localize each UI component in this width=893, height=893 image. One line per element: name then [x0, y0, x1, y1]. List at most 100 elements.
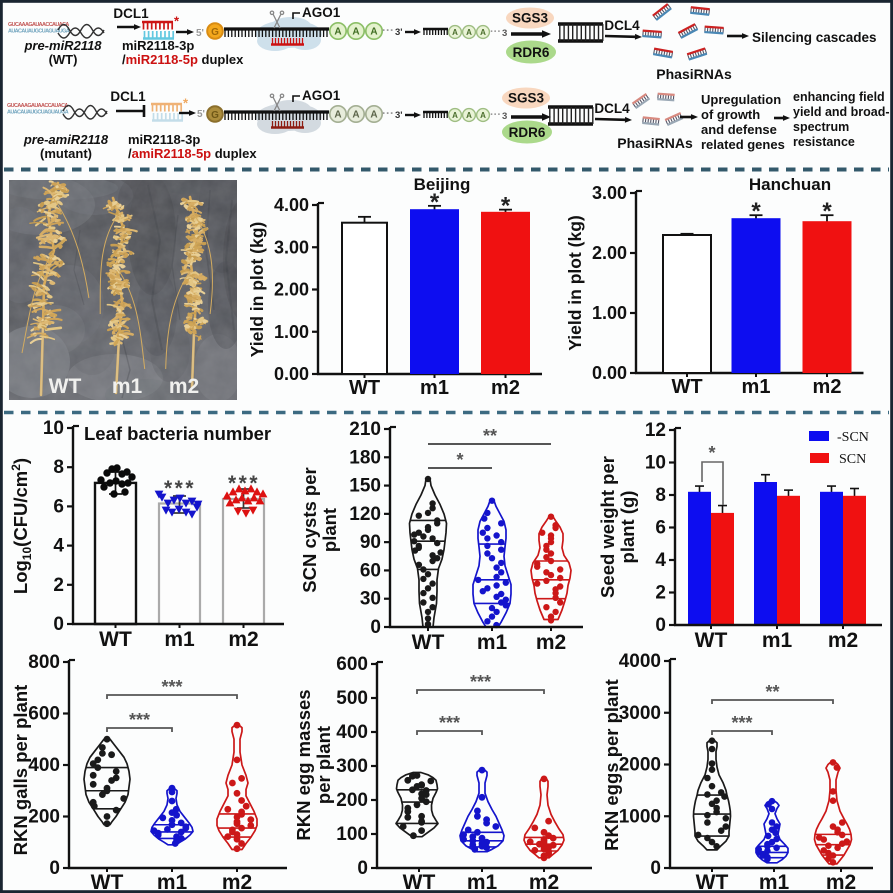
svg-text:*: *	[430, 189, 440, 216]
svg-text:spectrum: spectrum	[793, 120, 849, 134]
svg-text:Upregulation: Upregulation	[701, 92, 781, 107]
svg-text:Hanchuan: Hanchuan	[749, 175, 831, 194]
svg-text:Leaf bacteria number: Leaf bacteria number	[84, 423, 271, 444]
svg-text:3.00: 3.00	[592, 183, 627, 203]
svg-text:0: 0	[49, 858, 60, 879]
svg-text:4.00: 4.00	[274, 195, 309, 215]
svg-text:WT: WT	[695, 629, 728, 652]
svg-text:RKN egg masses: RKN egg masses	[293, 689, 314, 840]
svg-text:5': 5'	[197, 109, 205, 120]
svg-text:plant (g): plant (g)	[617, 491, 638, 564]
svg-text:0.00: 0.00	[274, 364, 309, 384]
svg-text:(WT): (WT)	[49, 52, 78, 67]
svg-text:4: 4	[655, 550, 666, 571]
svg-text:**: **	[483, 426, 497, 446]
svg-text:***: ***	[228, 472, 260, 495]
svg-text:DCL1: DCL1	[110, 89, 146, 104]
svg-text:*: *	[822, 198, 832, 225]
svg-text:AGO1: AGO1	[302, 5, 341, 20]
svg-text:WT: WT	[412, 631, 445, 654]
svg-text:*: *	[456, 450, 463, 470]
svg-text:60: 60	[360, 560, 381, 581]
svg-text:***: ***	[470, 672, 491, 692]
svg-text:AGO1: AGO1	[302, 88, 341, 103]
svg-text:4: 4	[53, 536, 64, 557]
svg-text:m2: m2	[828, 629, 858, 652]
svg-text:150: 150	[349, 476, 381, 497]
svg-text:RDR6: RDR6	[513, 45, 550, 60]
svg-text:WT: WT	[349, 377, 380, 399]
svg-text:and defense: and defense	[701, 122, 777, 137]
svg-text:Beijing: Beijing	[414, 175, 471, 194]
svg-text:2.00: 2.00	[592, 243, 627, 263]
svg-text:2: 2	[53, 575, 64, 596]
svg-text:400: 400	[28, 755, 60, 776]
svg-text:2: 2	[655, 583, 666, 604]
svg-text:···: ···	[490, 26, 501, 38]
svg-text:8: 8	[53, 457, 64, 478]
svg-text:miR2118-3p: miR2118-3p	[122, 38, 194, 53]
svg-text:SCN cysts per: SCN cysts per	[299, 467, 320, 592]
svg-text:A: A	[466, 28, 472, 37]
svg-text:A: A	[452, 28, 458, 37]
svg-text:pre-miR2118: pre-miR2118	[23, 38, 102, 53]
svg-text:800: 800	[28, 652, 60, 673]
svg-text:Seed weight per: Seed weight per	[597, 456, 618, 598]
svg-text:A: A	[352, 110, 359, 121]
svg-text:GUCAAAGAUAACCAUACA: GUCAAAGAUAACCAUACA	[7, 103, 68, 109]
svg-text:***: ***	[164, 477, 196, 500]
svg-text:RDR6: RDR6	[509, 125, 546, 140]
svg-text:m1: m1	[420, 377, 449, 399]
svg-text:A: A	[352, 27, 359, 38]
svg-text:resistance: resistance	[793, 135, 855, 149]
svg-text:*: *	[708, 443, 715, 463]
svg-text:pre-amiR2118: pre-amiR2118	[23, 132, 109, 147]
svg-text:m1: m1	[467, 871, 498, 893]
svg-text:DCL1: DCL1	[113, 6, 149, 21]
svg-text:1.00: 1.00	[592, 303, 627, 323]
svg-text:WT: WT	[671, 376, 702, 398]
svg-text:***: ***	[731, 713, 752, 733]
svg-text:DCL4: DCL4	[594, 101, 630, 116]
svg-text:3': 3'	[395, 27, 403, 38]
svg-text:(mutant): (mutant)	[40, 146, 92, 161]
svg-text:AUACAUAUGCUAGUAUGA: AUACAUAUGCUAGUAUGA	[8, 29, 70, 35]
svg-text:0: 0	[655, 615, 666, 636]
svg-text:PhasiRNAs: PhasiRNAs	[617, 135, 693, 151]
svg-text:m2: m2	[826, 871, 856, 893]
svg-text:m1: m1	[762, 629, 793, 652]
svg-text:10: 10	[43, 418, 64, 439]
svg-text:210: 210	[349, 419, 381, 440]
svg-text:1.00: 1.00	[274, 322, 309, 342]
svg-text:5': 5'	[196, 28, 204, 39]
svg-text:AUACAUAUGCUAGUAUGA: AUACAUAUGCUAGUAUGA	[7, 110, 69, 116]
svg-text:6: 6	[53, 496, 64, 517]
svg-text:2000: 2000	[619, 755, 661, 776]
svg-text:m2: m2	[491, 377, 520, 399]
svg-text:**: **	[765, 682, 779, 702]
svg-text:A: A	[452, 111, 458, 120]
svg-text:PhasiRNAs: PhasiRNAs	[656, 66, 732, 82]
svg-text:m1: m1	[742, 376, 771, 398]
svg-text:A: A	[466, 111, 472, 120]
svg-text:yield and broad-: yield and broad-	[793, 105, 890, 119]
svg-text:WT: WT	[403, 871, 436, 893]
svg-text:6: 6	[655, 518, 666, 539]
svg-text:120: 120	[349, 504, 381, 525]
svg-text:*: *	[174, 14, 180, 29]
svg-text:0: 0	[53, 614, 64, 635]
svg-text:GUCAAAGAUAACCAUACA: GUCAAAGAUAACCAUACA	[8, 22, 69, 28]
svg-text:m1: m1	[157, 871, 188, 893]
svg-text:2.00: 2.00	[274, 280, 309, 300]
svg-text:···: ···	[490, 109, 501, 121]
svg-text:miR2118-3p: miR2118-3p	[128, 132, 200, 147]
svg-text:···: ···	[382, 23, 394, 37]
svg-text:0: 0	[650, 858, 661, 879]
svg-text:***: ***	[161, 677, 182, 697]
svg-text:*: *	[751, 198, 761, 225]
svg-text:of growth: of growth	[701, 107, 760, 122]
svg-text:m2: m2	[529, 871, 559, 893]
svg-text:10: 10	[645, 453, 666, 474]
svg-text:600: 600	[28, 704, 60, 725]
svg-text:m1: m1	[477, 631, 508, 654]
